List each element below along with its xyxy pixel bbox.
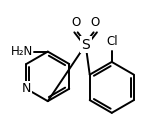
Text: S: S xyxy=(81,38,90,52)
Text: O: O xyxy=(91,16,100,29)
Text: Cl: Cl xyxy=(106,35,118,48)
Text: O: O xyxy=(71,16,81,29)
Text: H₂N: H₂N xyxy=(10,45,33,58)
Text: N: N xyxy=(22,82,31,95)
